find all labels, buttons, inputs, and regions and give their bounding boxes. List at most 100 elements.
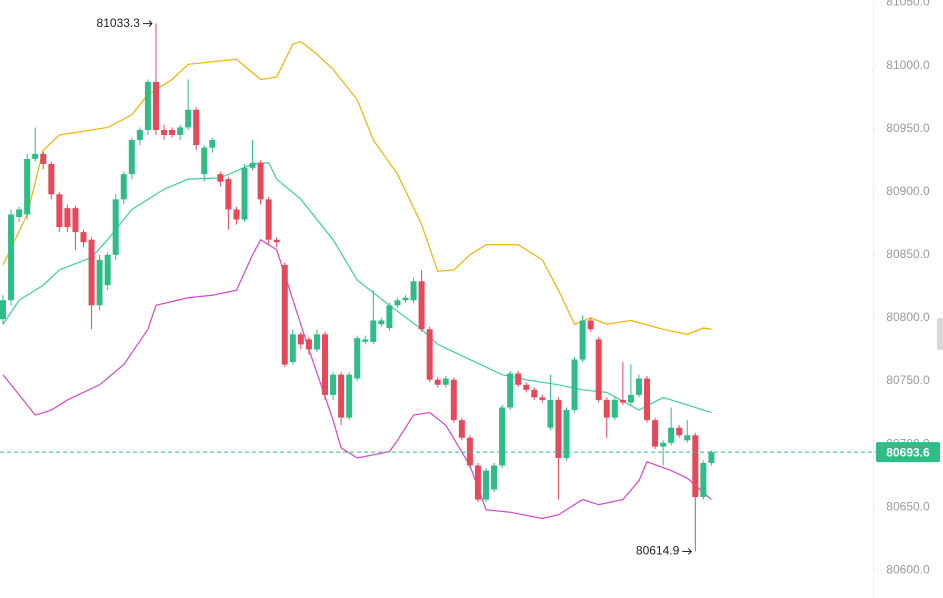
candle-body: [635, 378, 642, 395]
candle-body: [426, 329, 433, 380]
candle-body: [539, 397, 546, 400]
candle-body: [507, 373, 514, 408]
candle-body: [72, 208, 79, 233]
candle-body: [128, 140, 135, 175]
candle-body: [378, 320, 385, 325]
candle-body: [249, 162, 256, 168]
last-price-label: 80693.6: [886, 445, 930, 459]
candle-body: [458, 420, 465, 438]
candle-body: [16, 209, 23, 217]
y-tick-label: 80800.0: [886, 310, 930, 324]
candle-body: [112, 199, 119, 255]
candle-body: [692, 435, 699, 498]
candle-body: [370, 320, 377, 342]
candle-body: [241, 167, 248, 220]
candle-body: [684, 435, 691, 441]
low-marker-arrow: [682, 548, 693, 555]
candle-body: [64, 208, 71, 228]
candle-body: [418, 281, 425, 330]
candle-body: [611, 399, 618, 418]
candle-body: [40, 153, 47, 165]
candle-body: [193, 109, 200, 146]
candle-body: [209, 140, 216, 148]
candle-body: [547, 399, 554, 428]
candle-body: [386, 305, 393, 329]
candle-body: [305, 339, 312, 350]
candle-body: [281, 264, 288, 365]
y-tick-label: 81000.0: [886, 58, 930, 72]
candle-body: [474, 465, 481, 500]
y-tick-label: 80900.0: [886, 184, 930, 198]
candle-body: [201, 147, 208, 175]
candles: [0, 23, 715, 552]
candle-body: [450, 379, 457, 421]
candle-body: [466, 437, 473, 466]
candle-body: [515, 373, 522, 385]
y-tick-label: 80650.0: [886, 499, 930, 513]
candle-body: [434, 379, 441, 385]
candle-body: [362, 339, 369, 342]
candle-body: [56, 194, 63, 228]
candle-body: [563, 410, 570, 458]
candle-body: [402, 297, 409, 301]
candle-body: [700, 463, 707, 498]
candle-body: [354, 338, 361, 379]
candle-body: [169, 129, 176, 135]
candle-body: [217, 174, 224, 182]
y-tick-label: 80950.0: [886, 121, 930, 135]
candle-body: [136, 129, 143, 141]
candle-body: [338, 374, 345, 418]
y-tick-label: 80850.0: [886, 247, 930, 261]
candle-body: [668, 427, 675, 443]
candle-body: [442, 378, 449, 385]
candle-body: [88, 239, 95, 306]
candle-body: [24, 158, 31, 215]
candle-body: [104, 254, 111, 286]
band-line: [2, 238, 712, 520]
candle-body: [523, 384, 530, 390]
y-tick-label: 80600.0: [886, 562, 930, 576]
candle-body: [652, 420, 659, 447]
candle-body: [225, 179, 232, 210]
candle-body: [394, 300, 401, 306]
candle-body: [555, 399, 562, 458]
scroll-handle[interactable]: [937, 318, 943, 350]
candle-body: [185, 109, 192, 128]
candle-body: [273, 239, 280, 243]
candle-body: [603, 399, 610, 418]
bands: [2, 40, 712, 520]
candle-body: [8, 214, 15, 301]
last-price-tag: [876, 442, 940, 463]
band-line: [2, 40, 712, 335]
candle-body: [322, 334, 328, 395]
candle-body: [297, 334, 304, 345]
candle-body: [330, 374, 337, 395]
candle-body: [579, 320, 586, 360]
candle-body: [619, 399, 626, 403]
candle-body: [289, 334, 296, 363]
candle-body: [708, 452, 715, 464]
candle-body: [48, 164, 55, 195]
high-marker-arrow: [142, 20, 153, 27]
high-marker: 81033.3: [97, 16, 141, 30]
candle-body: [483, 470, 489, 500]
candle-body: [587, 320, 594, 330]
candle-body: [265, 199, 272, 240]
candle-body: [595, 339, 602, 400]
candle-body: [177, 127, 184, 135]
candle-body: [152, 82, 159, 130]
candle-body: [313, 334, 320, 350]
candle-body: [257, 162, 264, 200]
candle-body: [144, 82, 151, 130]
candle-body: [531, 389, 538, 398]
candle-body: [499, 407, 506, 466]
candle-body: [571, 359, 578, 411]
candle-body: [120, 174, 127, 200]
candle-body: [96, 259, 103, 306]
low-marker: 80614.9: [636, 544, 680, 558]
candle-body: [627, 394, 634, 403]
candle-body: [233, 209, 240, 220]
candle-body: [80, 232, 87, 243]
candle-body: [346, 374, 353, 418]
